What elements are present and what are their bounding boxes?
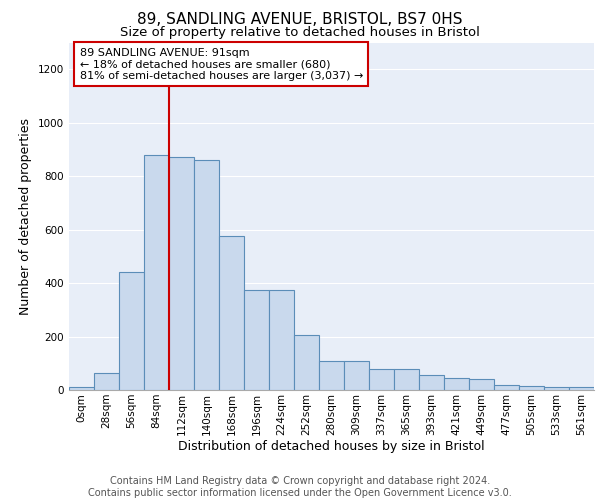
Bar <box>469 380 494 390</box>
Bar <box>69 388 94 390</box>
Bar <box>94 372 119 390</box>
Text: 89 SANDLING AVENUE: 91sqm
← 18% of detached houses are smaller (680)
81% of semi: 89 SANDLING AVENUE: 91sqm ← 18% of detac… <box>79 48 363 81</box>
Text: Contains HM Land Registry data © Crown copyright and database right 2024.
Contai: Contains HM Land Registry data © Crown c… <box>88 476 512 498</box>
Bar <box>569 388 594 390</box>
Bar <box>319 360 344 390</box>
Bar <box>419 376 444 390</box>
Bar <box>344 360 369 390</box>
Bar <box>494 384 519 390</box>
Bar <box>244 290 269 390</box>
Bar <box>144 155 169 390</box>
Bar <box>369 368 394 390</box>
Bar <box>394 368 419 390</box>
X-axis label: Distribution of detached houses by size in Bristol: Distribution of detached houses by size … <box>178 440 485 454</box>
Bar <box>119 272 144 390</box>
Bar <box>194 160 219 390</box>
Bar <box>544 388 569 390</box>
Text: Size of property relative to detached houses in Bristol: Size of property relative to detached ho… <box>120 26 480 39</box>
Bar <box>444 378 469 390</box>
Bar <box>219 236 244 390</box>
Bar <box>169 158 194 390</box>
Y-axis label: Number of detached properties: Number of detached properties <box>19 118 32 315</box>
Text: 89, SANDLING AVENUE, BRISTOL, BS7 0HS: 89, SANDLING AVENUE, BRISTOL, BS7 0HS <box>137 12 463 28</box>
Bar <box>294 335 319 390</box>
Bar <box>269 290 294 390</box>
Bar <box>519 386 544 390</box>
